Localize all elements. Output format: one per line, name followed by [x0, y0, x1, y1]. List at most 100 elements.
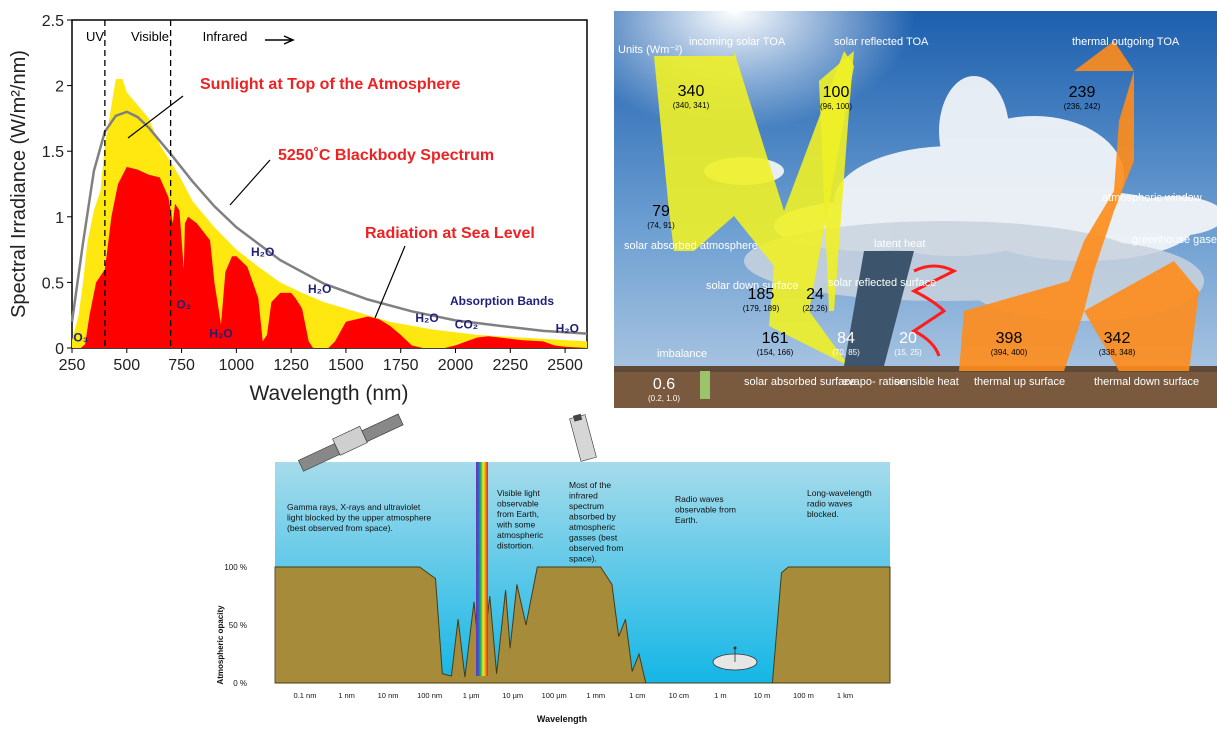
- value-sensible: 20: [899, 330, 917, 347]
- note-line: Earth.: [675, 515, 698, 525]
- x-axis-label: Wavelength (nm): [249, 382, 408, 405]
- value-down_surf: 185: [748, 286, 775, 303]
- range-abs_surf: (154, 166): [757, 348, 794, 357]
- x-tick-label: 10 µm: [502, 691, 523, 700]
- note-line: gasses (best: [569, 533, 618, 543]
- x-tick-label: 100 nm: [417, 691, 442, 700]
- annotation-sea-arrow: [374, 245, 406, 319]
- note-line: from Earth,: [497, 509, 539, 519]
- note-1: Visible light observable from Earth, with s…: [496, 488, 544, 551]
- label-abs-atm: solar absorbed atmosphere: [624, 240, 758, 252]
- y-tick-label: 2: [55, 79, 64, 96]
- note-line: light blocked by the upper atmosphere: [287, 513, 431, 523]
- y-tick-label: 2.5: [42, 13, 64, 30]
- note-line: (best observed from space).: [287, 523, 393, 533]
- sensible-heat-coil: [910, 264, 958, 357]
- label-refl-surf: solar reflected surface: [828, 277, 936, 289]
- range-evap: (70, 85): [832, 348, 860, 357]
- y-tick-label: 0: [55, 341, 64, 358]
- satellite-icon: [298, 413, 404, 472]
- imbalance-bar: [700, 371, 710, 399]
- solar-reflected-arrow: [819, 51, 854, 311]
- x-tick-label: 10 nm: [378, 691, 399, 700]
- note-line: observed from: [569, 543, 623, 553]
- range-sensible: (15, 25): [894, 348, 922, 357]
- x-tick-label: 1 km: [837, 691, 853, 700]
- absorber-label: H₂O: [556, 321, 579, 335]
- note-line: radio waves: [807, 499, 852, 509]
- horizon-line: [614, 366, 1217, 372]
- value-up_surf: 398: [996, 330, 1023, 347]
- note-line: Radio waves: [675, 494, 724, 504]
- infrared-arrow: [265, 35, 295, 45]
- absorber-label: O₃: [73, 330, 88, 344]
- value-refl_surf: 24: [806, 286, 824, 303]
- value-abs_surf: 161: [762, 330, 789, 347]
- x-tick-label: 1750: [383, 357, 419, 374]
- x-tick-label: 500: [113, 357, 140, 374]
- y-tick-label: 50 %: [229, 621, 247, 630]
- x-tick-label: 250: [59, 357, 86, 374]
- note-2: Most of the infrared spectrum absorbed by at…: [569, 480, 623, 564]
- solar-spectrum-chart: 250 500 750 1000 1250 1500 1750 2000 2250 2500 0 0.…: [0, 0, 605, 410]
- annotation-bands: Absorption Bands: [450, 294, 554, 308]
- y-tick-label: 100 %: [224, 563, 247, 572]
- atmospheric-opacity-chart: 100 % 50 % 0 % 0.1 nm 1 nm 10 nm 100 nm 1 µm 10…: [205, 410, 917, 726]
- thermal-flow-arrows: [959, 41, 1134, 371]
- range-up_surf: (394, 400): [991, 348, 1028, 357]
- x-tick-label: 2000: [438, 357, 474, 374]
- label-imbalance: imbalance: [657, 348, 707, 360]
- energy-budget-diagram: Units (Wm⁻²) incoming solar TOA solar re…: [614, 11, 1217, 408]
- annotation-blackbody: 5250˚C Blackbody Spectrum: [278, 147, 494, 164]
- visible-spectrum-band: [476, 462, 488, 676]
- note-line: observable: [497, 499, 539, 509]
- x-tick-label: 2250: [493, 357, 529, 374]
- x-tick-label: 1 m: [714, 691, 727, 700]
- y-tick-label: 0 %: [233, 679, 247, 688]
- note-line: atmospheric: [569, 522, 616, 532]
- absorber-label: O₂: [176, 298, 191, 312]
- x-tick-label: 750: [168, 357, 195, 374]
- value-imbalance: 0.6: [653, 376, 675, 393]
- absorber-label: H₂O: [209, 327, 232, 341]
- opacity-curve: [274, 566, 891, 684]
- note-line: space).: [569, 554, 597, 564]
- note-0: Gamma rays, X-rays and ultraviolet light …: [287, 502, 431, 533]
- note-4: Long-wavelength radio waves blocked.: [807, 488, 872, 519]
- region-label-uv: UV: [86, 29, 104, 44]
- series-blackbody-line: [70, 110, 588, 335]
- region-label-visible: Visible: [131, 29, 169, 44]
- value-outgoing: 239: [1069, 84, 1096, 101]
- y-tick-label: 1.5: [42, 144, 64, 161]
- x-tick-label: 1 nm: [338, 691, 355, 700]
- value-reflected: 100: [823, 84, 850, 101]
- label-sensible: sensible heat: [894, 376, 959, 388]
- latent-heat-arrow: [844, 251, 914, 366]
- range-reflected: (96, 100): [820, 102, 852, 111]
- range-refl_surf: (22,26): [802, 304, 828, 313]
- label-down-surf: solar down surface: [706, 280, 798, 292]
- x-tick-label: 100 m: [793, 691, 814, 700]
- space-telescope-icon: [569, 413, 597, 462]
- label-incoming: incoming solar TOA: [689, 36, 786, 48]
- ground: [614, 366, 1217, 408]
- note-3: Radio waves observable from Earth.: [675, 494, 736, 525]
- solar-flow-arrows: [654, 51, 854, 366]
- range-down_surf: (179, 189): [743, 304, 780, 313]
- y-axis-label: Atmospheric opacity: [216, 605, 225, 685]
- x-tick-label: 1 µm: [463, 691, 480, 700]
- note-line: Most of the: [569, 480, 611, 490]
- note-line: Gamma rays, X-rays and ultraviolet: [287, 502, 421, 512]
- y-axis-label: Spectral Irradiance (W/m²/nm): [8, 50, 30, 318]
- label-window: atmospheric window: [1102, 192, 1202, 204]
- value-evap: 84: [837, 330, 855, 347]
- label-ghg: greenhouse gases: [1132, 234, 1217, 246]
- range-down_th: (338, 348): [1099, 348, 1136, 357]
- label-up-surf: thermal up surface: [974, 376, 1065, 388]
- value-abs_atm: 79: [652, 203, 670, 220]
- x-tick-label: 1000: [219, 357, 255, 374]
- absorber-label: CO₂: [455, 317, 478, 331]
- label-down-th: thermal down surface: [1094, 376, 1199, 388]
- note-line: infrared: [569, 491, 598, 501]
- value-incoming: 340: [678, 83, 705, 100]
